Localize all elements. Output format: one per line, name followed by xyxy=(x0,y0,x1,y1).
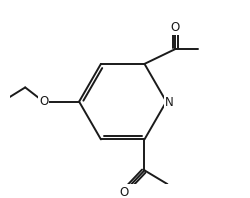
Text: N: N xyxy=(165,96,173,109)
Text: O: O xyxy=(171,21,180,34)
Text: O: O xyxy=(39,95,48,108)
Text: O: O xyxy=(119,186,128,198)
